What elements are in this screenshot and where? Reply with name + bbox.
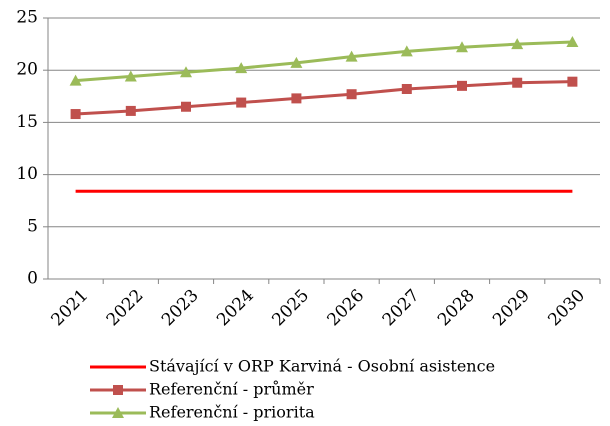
marker bbox=[511, 38, 524, 50]
x-tick-label: 2030 bbox=[544, 286, 589, 331]
marker bbox=[457, 80, 467, 91]
y-tick-label: 15 bbox=[16, 112, 38, 132]
marker bbox=[235, 62, 248, 74]
x-tick-label: 2029 bbox=[489, 286, 534, 331]
y-tick-label: 25 bbox=[16, 8, 38, 28]
y-tick-label: 5 bbox=[27, 216, 38, 236]
marker bbox=[290, 56, 303, 68]
marker bbox=[70, 109, 81, 120]
marker bbox=[400, 45, 413, 57]
x-tick-label: 2024 bbox=[213, 286, 258, 331]
series-line bbox=[75, 80, 573, 116]
marker bbox=[567, 76, 578, 87]
series-line bbox=[75, 40, 573, 83]
x-tick-label: 2028 bbox=[434, 286, 479, 331]
x-tick-label: 2023 bbox=[158, 286, 203, 331]
legend-label: Stávající v ORP Karviná - Osobní asisten… bbox=[149, 357, 495, 376]
x-tick-label: 2022 bbox=[103, 286, 148, 331]
x-tick-label: 2027 bbox=[379, 286, 424, 331]
y-tick-label: 20 bbox=[16, 60, 38, 80]
marker bbox=[291, 93, 302, 104]
y-tick-label: 0 bbox=[27, 269, 38, 289]
marker bbox=[401, 83, 412, 94]
marker bbox=[456, 41, 468, 53]
marker bbox=[345, 50, 358, 62]
marker bbox=[113, 385, 123, 395]
marker bbox=[69, 74, 82, 86]
marker bbox=[346, 89, 357, 100]
y-tick-label: 10 bbox=[16, 164, 38, 184]
x-tick-label: 2025 bbox=[268, 286, 313, 331]
marker bbox=[566, 36, 579, 48]
marker bbox=[180, 66, 192, 78]
marker bbox=[512, 77, 523, 88]
marker bbox=[124, 70, 137, 82]
legend-label: Referenční - průměr bbox=[149, 380, 314, 399]
marker bbox=[236, 97, 247, 108]
marker bbox=[112, 407, 124, 418]
marker bbox=[125, 105, 136, 116]
x-tick-label: 2026 bbox=[324, 286, 369, 331]
legend-label: Referenční - priorita bbox=[149, 403, 315, 422]
x-tick-label: 2021 bbox=[48, 286, 93, 331]
marker bbox=[181, 101, 191, 112]
